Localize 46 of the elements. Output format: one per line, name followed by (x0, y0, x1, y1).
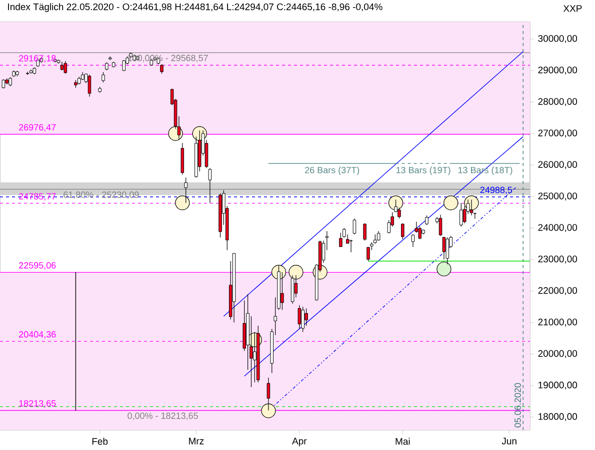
x-tick-label: Mrz (189, 438, 204, 444)
x-tick-label: Apr (292, 438, 307, 446)
y-tick-label: 28000,00 (538, 98, 578, 106)
y-tick-label: 30000,00 (538, 35, 578, 43)
y-tick-label: 23000,00 (538, 256, 578, 264)
y-tick-label: 24000,00 (538, 224, 578, 232)
ref-line-label: 20404,36 (19, 331, 56, 339)
candlestick (349, 240, 353, 253)
y-tick-label: 19000,00 (538, 382, 578, 390)
ref-line-label: 26976,47 (19, 124, 56, 132)
x-tick-label: Mai (396, 438, 410, 445)
x-tick-label: Jun (502, 438, 516, 444)
candlestick (56, 59, 60, 64)
y-axis-title: XXP (563, 5, 582, 12)
point (444, 196, 458, 210)
candlestick (32, 67, 36, 75)
point (288, 264, 304, 280)
y-tick-label: 29000,00 (538, 66, 578, 74)
candlestick (88, 74, 92, 97)
y-tick-label: 20000,00 (538, 350, 578, 358)
annotation: 0,00% - 18213,65 (128, 412, 198, 420)
candlestick (26, 71, 30, 74)
y-tick-label: 25000,00 (538, 192, 578, 200)
y-tick-label: 18000,00 (538, 413, 578, 421)
x-tick-label: Feb (92, 438, 108, 445)
candlestick (60, 61, 64, 71)
y-tick-label: 22000,00 (538, 287, 578, 295)
annotation: 61,80% - 25230,09 (64, 191, 139, 199)
chart-title: Index Täglich 22.05.2020 - O:24461,98 H:24481,64 L:24294,07 C:24465,16 -8,96 -0,04% (8, 3, 382, 12)
point (261, 403, 276, 418)
candlestick (352, 218, 356, 235)
y-tick-label: 21000,00 (538, 318, 578, 326)
candlestick (208, 168, 212, 204)
annotation: 26 Bars (37T) (305, 166, 360, 176)
candlestick (438, 214, 442, 236)
ref-line-label: 22595,06 (19, 262, 56, 270)
point (436, 262, 452, 276)
ref-line-label: 24785,77 (19, 193, 56, 201)
point (175, 196, 190, 210)
annotation: 13 Bars (19T) (396, 166, 450, 176)
candlestick (29, 69, 33, 74)
y-tick-label: 27000,00 (538, 130, 578, 138)
ref-line-label: 24988,5 (480, 186, 512, 194)
ref-line-label: 05.06.2020 (514, 383, 521, 428)
y-tick-label: 26000,00 (538, 161, 578, 169)
ref-line-label: 18213,65 (19, 400, 56, 408)
